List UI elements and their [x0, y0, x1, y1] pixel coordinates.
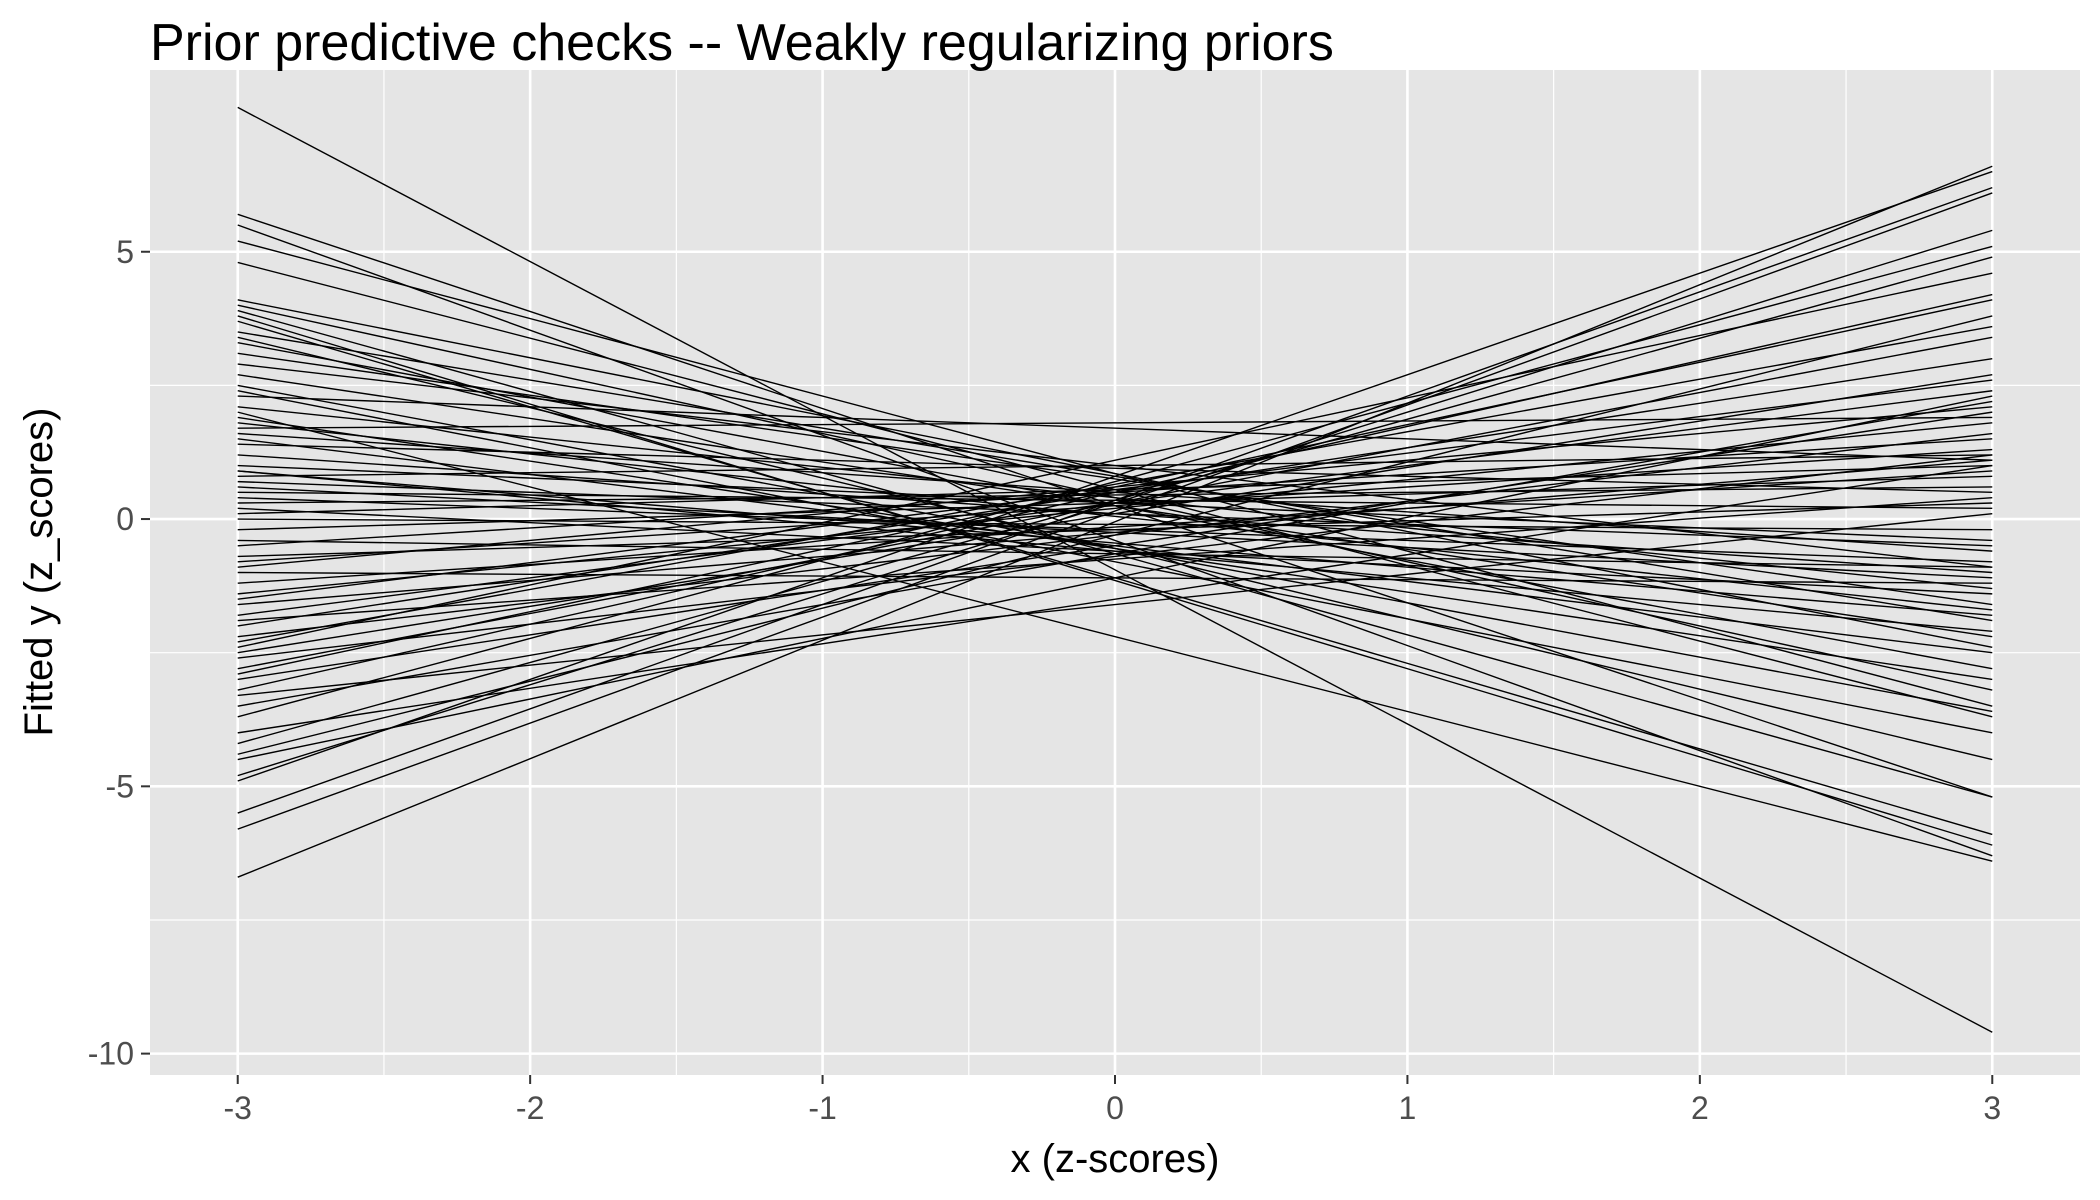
series-line-70: [237, 416, 1993, 681]
series-line-4: [237, 224, 1993, 857]
minor-gridlines: [150, 70, 2080, 1075]
series-line-2: [237, 165, 1993, 878]
series-line-67: [237, 395, 1993, 761]
x-tick-label: -2: [516, 1090, 544, 1126]
series-line-63: [237, 245, 1993, 718]
series-line-69: [237, 390, 1993, 734]
series-line-64: [237, 464, 1993, 734]
series-line-66: [237, 315, 1993, 755]
series-line-45: [237, 502, 1993, 558]
series-line-58: [237, 336, 1993, 670]
series-line-73: [237, 325, 1993, 643]
chart-title: Prior predictive checks -- Weakly regula…: [150, 14, 1334, 72]
x-tick-label: -1: [808, 1090, 836, 1126]
series-line-13: [237, 315, 1993, 846]
series-lines: [237, 106, 1993, 1033]
series-line-52: [237, 496, 1993, 622]
x-tick-label: 2: [1691, 1090, 1709, 1126]
series-line-72: [237, 299, 1993, 675]
series-line-49: [237, 422, 1993, 595]
series-line-74: [237, 379, 1993, 600]
series-line-71: [237, 470, 1993, 633]
y-axis-ticks: -10 -5 0 5: [88, 234, 150, 1072]
series-line-15: [237, 331, 1993, 622]
series-line-56: [237, 374, 1993, 654]
series-line-65: [237, 256, 1993, 745]
series-line-7: [237, 192, 1993, 830]
series-line-23: [237, 406, 1993, 590]
series-line-75: [237, 448, 1993, 563]
series-line-60: [237, 293, 1993, 691]
series-line-61: [237, 513, 1993, 697]
y-tick-label: -10: [88, 1036, 134, 1072]
series-line-1: [237, 106, 1993, 1033]
x-tick-label: 0: [1106, 1090, 1124, 1126]
series-line-33: [237, 454, 1993, 477]
x-tick-label: -3: [224, 1090, 252, 1126]
series-line-11: [237, 299, 1993, 649]
series-line-25: [237, 422, 1993, 611]
y-tick-label: 0: [116, 501, 134, 537]
y-axis-title: Fitted y (z_scores): [17, 408, 61, 737]
y-tick-label: -5: [106, 768, 134, 804]
series-line-50: [237, 459, 1993, 606]
y-tick-label: 5: [116, 234, 134, 270]
series-line-48: [237, 470, 1993, 584]
x-axis-ticks: -3 -2 -1 0 1 2 3: [224, 1075, 2001, 1126]
series-line-22: [237, 395, 1993, 461]
series-line-26: [237, 416, 1993, 429]
series-line-24: [237, 411, 1993, 862]
series-line-55: [237, 272, 1993, 649]
x-axis-title: x (z-scores): [1011, 1137, 1220, 1181]
series-line-68: [237, 309, 1993, 798]
x-tick-label: 3: [1983, 1090, 2001, 1126]
x-tick-label: 1: [1399, 1090, 1417, 1126]
